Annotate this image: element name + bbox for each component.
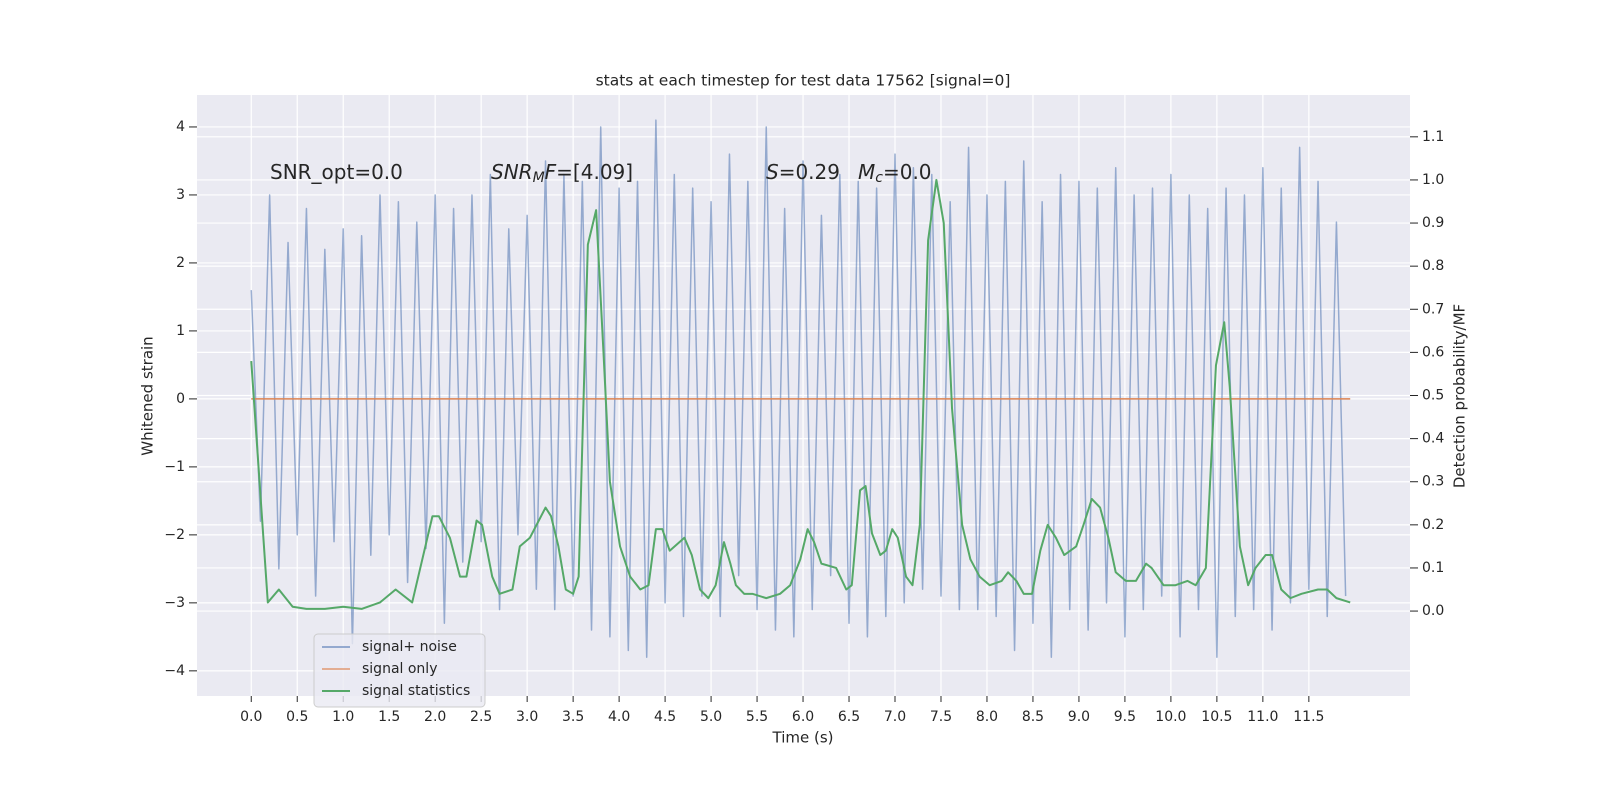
x-tick-label: 10.5 (1201, 709, 1232, 725)
annotation: SNR_opt=0.0 (270, 160, 403, 184)
x-tick-label: 4.0 (608, 709, 630, 725)
x-tick-label: 3.0 (516, 709, 538, 725)
x-tick-label: 9.5 (1114, 709, 1136, 725)
y2-axis-label: Detection probability/MF (1451, 304, 1469, 488)
y-tick-label: −4 (164, 663, 185, 679)
y2-tick-label: 1.1 (1422, 129, 1444, 145)
x-tick-label: 1.5 (378, 709, 400, 725)
y2-tick-label: 0.7 (1422, 301, 1444, 317)
y2-tick-label: 0.1 (1422, 560, 1444, 576)
y-tick-label: −1 (164, 459, 185, 475)
legend-label: signal statistics (362, 683, 470, 699)
annotation-part: F (545, 160, 557, 184)
x-tick-label: 9.0 (1068, 709, 1090, 725)
y-tick-label: 0 (176, 391, 185, 407)
annotation-part: c (875, 170, 883, 186)
annotation: SNRMF=[4.09] (491, 160, 633, 187)
y2-tick-label: 0.4 (1422, 431, 1444, 447)
x-tick-label: 1.0 (332, 709, 354, 725)
annotation-part: =[4.09] (556, 160, 633, 184)
x-tick-label: 4.5 (654, 709, 676, 725)
y2-tick-label: 0.5 (1422, 388, 1444, 404)
x-tick-label: 5.0 (700, 709, 722, 725)
x-tick-label: 11.5 (1293, 709, 1324, 725)
y-tick-label: −2 (164, 527, 185, 543)
y-axis-label: Whitened strain (139, 336, 157, 455)
x-tick-label: 6.5 (838, 709, 860, 725)
x-tick-label: 0.0 (240, 709, 262, 725)
x-tick-label: 11.0 (1247, 709, 1278, 725)
annotation-part: =0.0 (883, 160, 932, 184)
y-tick-label: 1 (176, 323, 185, 339)
x-tick-label: 0.5 (286, 709, 308, 725)
y2-tick-label: 0.8 (1422, 258, 1444, 274)
chart-title: stats at each timestep for test data 175… (596, 72, 1011, 90)
y2-tick-label: 0.2 (1422, 517, 1444, 533)
x-axis-label: Time (s) (772, 729, 834, 747)
annotation-part: =0.29 (779, 160, 840, 184)
annotation-part: M (858, 160, 875, 184)
x-tick-label: 10.0 (1155, 709, 1186, 725)
annotation: S=0.29 (766, 160, 840, 184)
annotation-part: M (533, 170, 545, 186)
x-tick-label: 6.0 (792, 709, 814, 725)
x-tick-label: 3.5 (562, 709, 584, 725)
x-tick-label: 7.0 (884, 709, 906, 725)
x-tick-label: 8.0 (976, 709, 998, 725)
y-tick-label: −3 (164, 595, 185, 611)
legend-label: signal+ noise (362, 639, 457, 655)
y-tick-label: 3 (176, 187, 185, 203)
annotation: Mc=0.0 (858, 160, 932, 187)
legend-box (313, 633, 486, 708)
annotation-part: SNR (491, 160, 533, 184)
x-tick-label: 2.5 (470, 709, 492, 725)
y2-tick-label: 0.3 (1422, 474, 1444, 490)
y-tick-label: 4 (176, 119, 185, 135)
x-tick-label: 8.5 (1022, 709, 1044, 725)
annotation-part: SNR_opt=0.0 (270, 160, 403, 184)
y2-tick-label: 0.0 (1422, 603, 1444, 619)
x-tick-label: 2.0 (424, 709, 446, 725)
annotation-part: S (766, 160, 779, 184)
x-tick-label: 7.5 (930, 709, 952, 725)
y2-tick-label: 0.9 (1422, 215, 1444, 231)
series-line (250, 178, 1351, 610)
y-tick-label: 2 (176, 255, 185, 271)
y2-tick-label: 1.0 (1422, 172, 1444, 188)
x-tick-label: 5.5 (746, 709, 768, 725)
legend-label: signal only (362, 661, 437, 677)
y2-tick-label: 0.6 (1422, 344, 1444, 360)
